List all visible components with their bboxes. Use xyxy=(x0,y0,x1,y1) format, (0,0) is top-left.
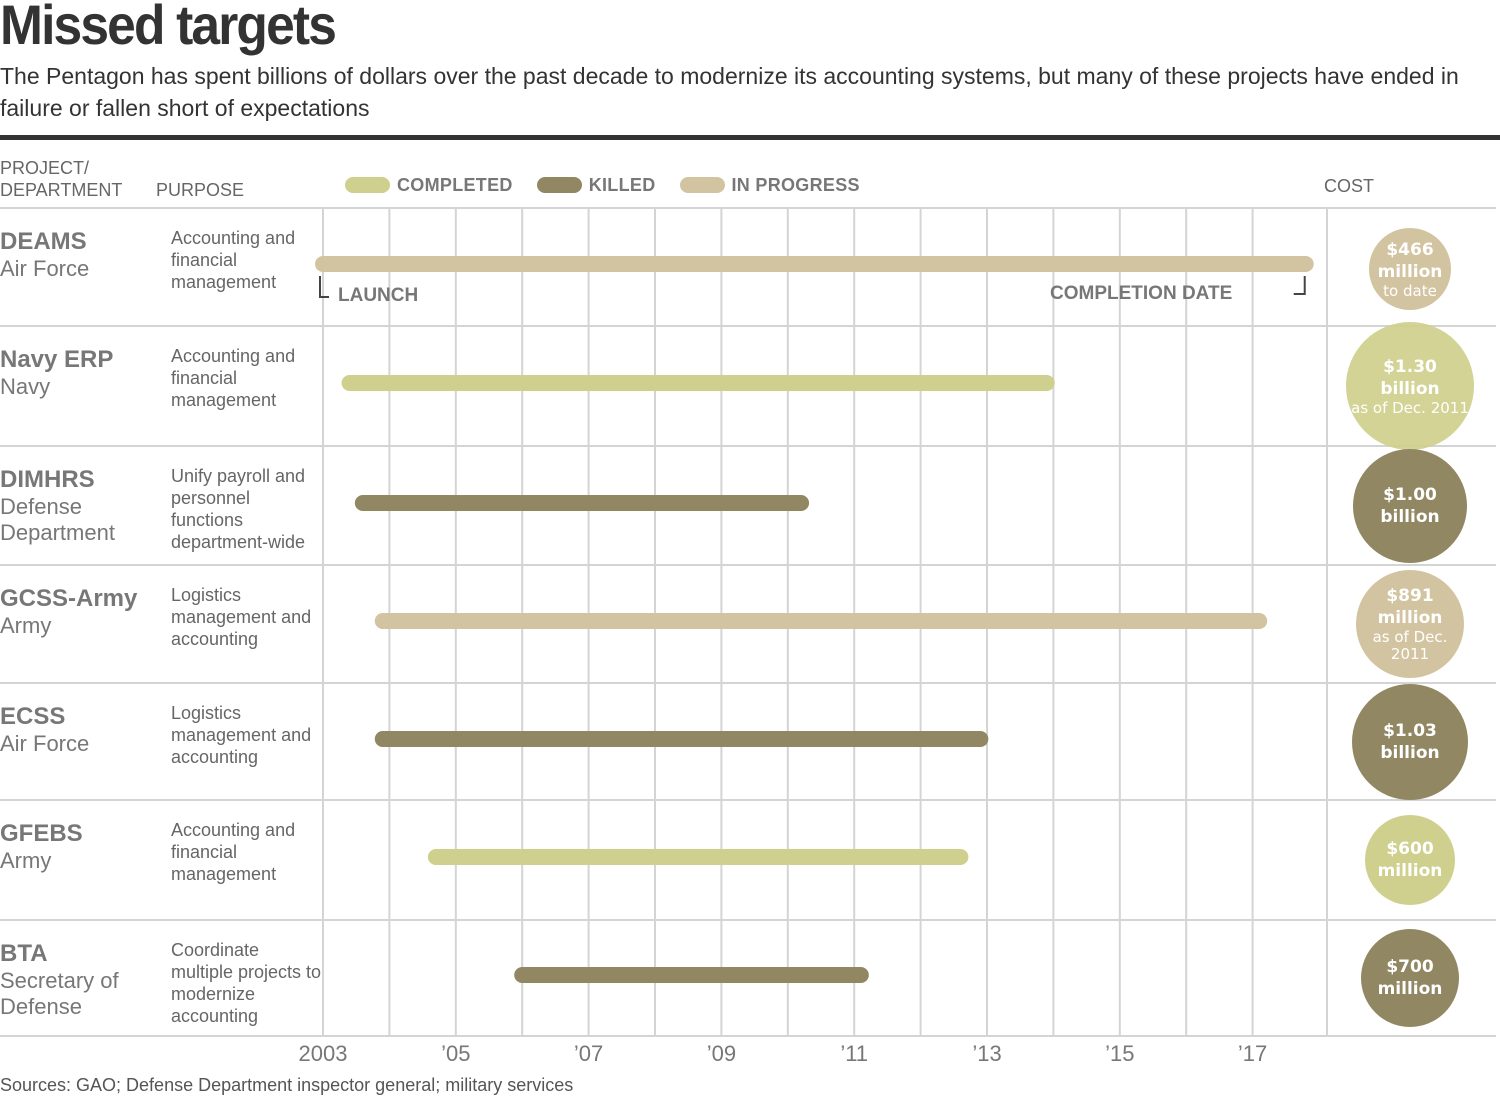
project-name: DEAMS xyxy=(0,228,87,255)
project-department: Air Force xyxy=(0,256,90,281)
project-department: Army xyxy=(0,613,52,638)
cost-circle: $891 million as of Dec. 2011 xyxy=(1356,570,1464,678)
project-header-line1: PROJECT/ xyxy=(0,158,90,178)
launch-bracket xyxy=(319,276,329,298)
project-name: GCSS-Army xyxy=(0,585,138,612)
cost-note: as of Dec. 2011 xyxy=(1351,398,1469,417)
cost-amount: $466 million xyxy=(1377,239,1443,282)
legend-label: COMPLETED xyxy=(397,174,513,195)
project-department: Army xyxy=(0,848,52,873)
cost-amount: $700 million xyxy=(1377,957,1443,999)
project-department: Air Force xyxy=(0,731,90,756)
x-tick-label: ’17 xyxy=(1237,1041,1268,1066)
cost-amount: $1.00 billion xyxy=(1380,485,1440,527)
cost-header: COST xyxy=(1324,176,1375,196)
legend-item: IN PROGRESS xyxy=(679,174,860,196)
project-header-line2: DEPARTMENT xyxy=(0,180,123,200)
project-name: Navy ERP xyxy=(0,346,114,373)
cost-note: as of Dec. 2011 xyxy=(1372,628,1448,663)
x-tick-label: ’09 xyxy=(706,1041,737,1066)
x-tick-label: ’07 xyxy=(573,1041,604,1066)
x-tick-label: ’13 xyxy=(972,1041,1002,1066)
legend-label: KILLED xyxy=(588,174,656,195)
project-purpose: Accounting and financial management xyxy=(171,228,296,292)
project-purpose: Logistics management and accounting xyxy=(171,585,312,649)
legend-item: KILLED xyxy=(536,174,656,196)
project-department-header: PROJECT/ DEPARTMENT xyxy=(0,157,122,201)
legend-swatch xyxy=(345,177,390,193)
project-name: ECSS xyxy=(0,703,66,730)
completion-bracket xyxy=(1293,276,1306,295)
project-department: Secretary of Defense xyxy=(0,968,119,1019)
chart-subtitle: The Pentagon has spent billions of dolla… xyxy=(0,63,1459,121)
cost-circle: $1.03 billion xyxy=(1352,684,1468,800)
cost-amount: $1.30 billion xyxy=(1380,356,1440,399)
cost-amount: $600 million xyxy=(1377,839,1443,881)
legend-swatch xyxy=(679,177,725,193)
x-tick-label: ’11 xyxy=(840,1041,869,1066)
cost-circle: $466 million to date xyxy=(1369,228,1451,310)
project-purpose: Accounting and financial management xyxy=(171,820,296,884)
project-label: GCSS-Army Army xyxy=(0,585,150,639)
project-label: DIMHRS Defense Department xyxy=(0,466,150,546)
title-rule xyxy=(0,135,1500,140)
completion-date-annotation: COMPLETION DATE xyxy=(1050,283,1233,304)
project-label: GFEBS Army xyxy=(0,820,150,874)
project-label: BTA Secretary of Defense xyxy=(0,940,150,1020)
source-note: Sources: GAO; Defense Department inspect… xyxy=(0,1075,574,1095)
cost-amount: $891 million xyxy=(1377,586,1443,628)
cost-note: to date xyxy=(1383,281,1437,300)
purpose-header: PURPOSE xyxy=(156,180,245,200)
legend-label: IN PROGRESS xyxy=(731,174,860,195)
project-label: DEAMS Air Force xyxy=(0,228,150,282)
project-purpose: Coordinate multiple projects to moderniz… xyxy=(171,940,322,1026)
chart-title: Missed targets xyxy=(0,0,337,56)
project-purpose: Unify payroll and personnel functions de… xyxy=(171,466,306,552)
project-department: Defense Department xyxy=(0,494,115,545)
project-purpose: Accounting and financial management xyxy=(171,346,296,410)
x-tick-label: ’15 xyxy=(1105,1041,1135,1066)
cost-circle: $600 million xyxy=(1365,815,1455,905)
cost-circle: $1.00 billion xyxy=(1353,449,1467,563)
cost-circle: $700 million xyxy=(1361,929,1459,1027)
launch-annotation: LAUNCH xyxy=(338,285,419,306)
legend-item: COMPLETED xyxy=(345,175,513,196)
project-name: DIMHRS xyxy=(0,466,95,493)
legend-swatch xyxy=(536,177,582,193)
legend: COMPLETED KILLED IN PROGRESS xyxy=(345,172,884,198)
project-name: GFEBS xyxy=(0,820,83,847)
x-tick-label: 2003 xyxy=(298,1041,348,1066)
cost-circle: $1.30 billion as of Dec. 2011 xyxy=(1346,322,1474,450)
project-purpose: Logistics management and accounting xyxy=(171,703,312,767)
project-department: Navy xyxy=(0,374,51,399)
cost-amount: $1.03 billion xyxy=(1380,721,1440,763)
x-tick-label: ’05 xyxy=(441,1041,471,1066)
project-name: BTA xyxy=(0,940,48,967)
project-label: ECSS Air Force xyxy=(0,703,150,757)
project-label: Navy ERP Navy xyxy=(0,346,150,400)
